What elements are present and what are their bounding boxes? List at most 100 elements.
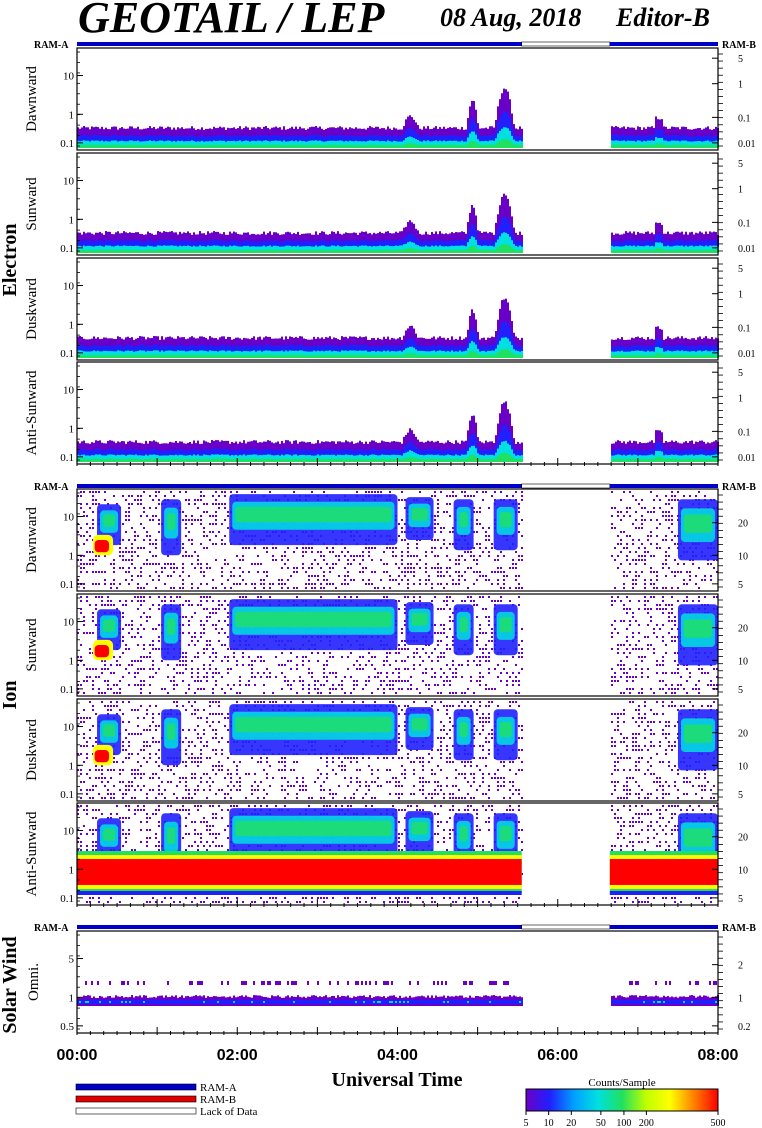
- electron-col-green: [227, 458, 229, 462]
- electron-col-cyan: [681, 245, 683, 253]
- electron-col-cyan: [145, 351, 147, 358]
- electron-col-green: [461, 144, 463, 148]
- electron-col-green: [115, 144, 117, 148]
- electron-col-green: [515, 249, 517, 253]
- electron-col-green: [271, 355, 273, 358]
- electron-col-green: [133, 249, 135, 253]
- electron-col-green: [665, 458, 667, 462]
- electron-col-cyan: [371, 246, 373, 253]
- electron-col-green: [97, 458, 99, 462]
- electron-col-green: [113, 250, 115, 253]
- electron-col-cyan: [157, 245, 159, 253]
- electron-col-cyan: [465, 246, 467, 253]
- ion-dot: [143, 587, 145, 589]
- electron-col-green: [625, 249, 627, 253]
- electron-col-green: [679, 249, 681, 253]
- electron-col-green: [489, 144, 491, 148]
- electron-col-cyan: [439, 350, 441, 358]
- electron-col-cyan: [479, 351, 481, 358]
- electron-col-green: [157, 249, 159, 253]
- ion-dot: [149, 507, 151, 509]
- electron-col-green: [419, 145, 421, 148]
- electron-col-cyan: [133, 351, 135, 358]
- ion-dot: [185, 527, 187, 529]
- electron-col-cyan: [245, 140, 247, 148]
- electron-col-green: [279, 355, 281, 358]
- electron-col-cyan: [179, 141, 181, 148]
- electron-col-cyan: [297, 245, 299, 253]
- ion-dot: [125, 579, 127, 581]
- electron-col-green: [399, 249, 401, 253]
- electron-col-cyan: [635, 246, 637, 253]
- electron-col-cyan: [675, 140, 677, 148]
- ion-dot: [188, 503, 190, 505]
- electron-col-green: [169, 144, 171, 148]
- electron-col-green: [107, 249, 109, 253]
- electron-col-cyan: [645, 141, 647, 148]
- electron-col-cyan: [135, 141, 137, 148]
- electron-col-green: [495, 248, 497, 253]
- electron-col-cyan: [419, 246, 421, 253]
- electron-col-cyan: [339, 351, 341, 358]
- electron-col-green: [227, 250, 229, 253]
- electron-col-cyan: [657, 137, 659, 148]
- electron-col-cyan: [101, 351, 103, 358]
- electron-col-cyan: [487, 246, 489, 253]
- ion-dot: [170, 491, 172, 493]
- electron-col-cyan: [261, 141, 263, 148]
- electron-col-green: [331, 249, 333, 253]
- electron-col-green: [129, 355, 131, 358]
- electron-col-cyan: [265, 246, 267, 253]
- electron-col-cyan: [157, 141, 159, 148]
- electron-col-green: [175, 355, 177, 358]
- electron-col-green: [383, 250, 385, 253]
- electron-col-green: [641, 250, 643, 253]
- electron-col-green: [87, 459, 89, 462]
- electron-col-green: [681, 249, 683, 253]
- electron-col-cyan: [299, 246, 301, 253]
- electron-col-cyan: [651, 245, 653, 253]
- electron-col-green: [469, 246, 471, 253]
- ion-dot: [146, 531, 148, 533]
- electron-col-green: [385, 458, 387, 462]
- ion-dot: [188, 519, 190, 521]
- electron-col-cyan: [91, 246, 93, 253]
- electron-col-green: [479, 355, 481, 358]
- electron-col-cyan: [77, 245, 79, 253]
- electron-col-green: [391, 145, 393, 148]
- electron-col-green: [625, 145, 627, 148]
- ion-dot: [152, 563, 154, 565]
- electron-col-cyan: [255, 351, 257, 358]
- electron-col-green: [675, 249, 677, 253]
- electron-col-cyan: [219, 350, 221, 358]
- electron-col-green: [163, 249, 165, 253]
- electron-col-green: [383, 458, 385, 462]
- electron-col-green: [651, 458, 653, 462]
- electron-col-green: [103, 459, 105, 462]
- electron-col-cyan: [713, 141, 715, 148]
- ion-dot: [122, 551, 124, 553]
- ion-dot: [95, 571, 97, 573]
- electron-col-cyan: [403, 140, 405, 148]
- ion-dot: [80, 503, 82, 505]
- electron-col-cyan: [425, 351, 427, 358]
- electron-col-cyan: [391, 246, 393, 253]
- electron-col-cyan: [387, 350, 389, 358]
- electron-col-cyan: [443, 140, 445, 148]
- electron-col-green: [631, 459, 633, 462]
- electron-col-cyan: [445, 246, 447, 253]
- electron-col-cyan: [473, 237, 475, 253]
- electron-col-cyan: [637, 140, 639, 148]
- electron-col-green: [327, 250, 329, 253]
- electron-col-green: [621, 354, 623, 358]
- electron-col-green: [361, 249, 363, 253]
- electron-col-green: [287, 458, 289, 462]
- electron-col-green: [319, 459, 321, 462]
- electron-col-green: [301, 145, 303, 148]
- electron-col-green: [165, 354, 167, 358]
- electron-col-green: [271, 144, 273, 148]
- electron-col-green: [139, 145, 141, 148]
- electron-col-cyan: [195, 351, 197, 358]
- ion-dot: [119, 583, 121, 585]
